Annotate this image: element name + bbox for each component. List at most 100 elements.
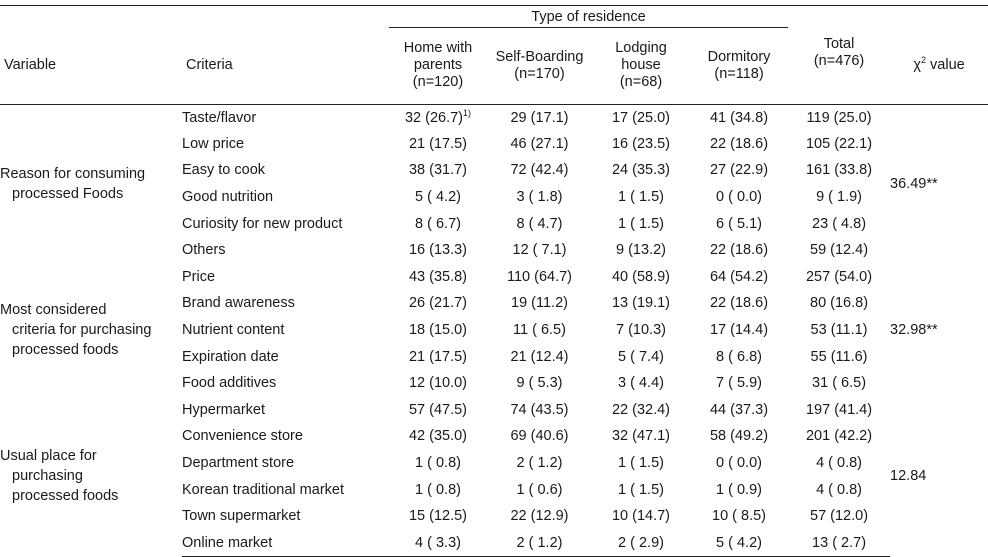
dorm-heading-line1: Dormitory bbox=[707, 48, 771, 65]
total-value: 13 ( 2.7) bbox=[812, 534, 867, 551]
total-value: 201 (42.2) bbox=[805, 428, 873, 445]
total-cell: 57 (12.0) bbox=[788, 503, 890, 530]
criteria-cell: Brand awareness bbox=[182, 295, 295, 312]
lodging-value: 22 (32.4) bbox=[611, 401, 671, 418]
chi-superscript: 2 bbox=[920, 55, 926, 66]
table-row: Usual place for purchasing processed foods… bbox=[0, 397, 988, 504]
footnote-marker: 1) bbox=[463, 107, 472, 118]
self-value: 9 ( 5.3) bbox=[516, 375, 563, 392]
home-cell: 5 ( 4.2) bbox=[389, 184, 487, 211]
self-value: 2 ( 1.2) bbox=[516, 455, 563, 472]
home-value: 21 (17.5) bbox=[408, 135, 468, 152]
dorm-cell: 10 ( 8.5) bbox=[690, 503, 788, 530]
table-row: Department store 1 ( 0.8) 2 ( 1.2) 1 ( 1.5)… bbox=[0, 450, 988, 477]
table-row: Town supermarket 15 (12.5) 22 (12.9) 10 (14… bbox=[0, 503, 988, 530]
dorm-cell: 6 ( 5.1) bbox=[690, 210, 788, 237]
home-heading-n: (n=120) bbox=[412, 74, 464, 91]
total-cell: 161 (33.8) bbox=[788, 157, 890, 184]
self-cell: 2 ( 1.2) bbox=[487, 529, 592, 557]
variable-cell: Reason for consuming processed Foods bbox=[0, 104, 182, 264]
chi-square-heading: χ2 value bbox=[890, 27, 988, 105]
lodging-value: 10 (14.7) bbox=[611, 508, 671, 525]
dorm-value: 7 ( 5.9) bbox=[716, 375, 762, 392]
lodging-cell: 13 (19.1) bbox=[592, 290, 690, 317]
self-value: 2 ( 1.2) bbox=[516, 534, 563, 551]
total-cell: 55 (11.6) bbox=[788, 343, 890, 370]
total-value: 119 (25.0) bbox=[806, 109, 872, 126]
home-value: 26 (21.7) bbox=[408, 295, 468, 312]
dorm-value: 64 (54.2) bbox=[709, 268, 769, 285]
home-cell: 1 ( 0.8) bbox=[389, 450, 487, 477]
home-value: 16 (13.3) bbox=[408, 242, 468, 259]
dorm-value: 8 ( 6.8) bbox=[716, 348, 762, 365]
variable-cell: Usual place for purchasing processed foods bbox=[0, 397, 182, 557]
home-cell: 12 (10.0) bbox=[389, 370, 487, 397]
lodging-value: 32 (47.1) bbox=[611, 428, 671, 445]
total-cell: 201 (42.2) bbox=[788, 423, 890, 450]
total-cell: 31 ( 6.5) bbox=[788, 370, 890, 397]
total-value: 4 ( 0.8) bbox=[816, 481, 862, 498]
dorm-value: 0 ( 0.0) bbox=[716, 189, 762, 206]
self-cell: 3 ( 1.8) bbox=[487, 184, 592, 211]
dorm-value: 5 ( 4.2) bbox=[716, 534, 762, 551]
criteria-cell: Others bbox=[182, 242, 226, 259]
lodging-heading-line2: house bbox=[621, 57, 661, 74]
self-value: 69 (40.6) bbox=[510, 428, 569, 445]
dorm-cell: 22 (18.6) bbox=[690, 290, 788, 317]
self-value: 21 (12.4) bbox=[510, 348, 569, 365]
criteria-cell: Expiration date bbox=[182, 348, 279, 365]
home-cell: 57 (47.5) bbox=[389, 397, 487, 424]
home-cell: 43 (35.8) bbox=[389, 264, 487, 291]
variable-line: criteria for purchasing bbox=[12, 322, 152, 339]
lodging-cell: 32 (47.1) bbox=[592, 423, 690, 450]
total-heading-n: (n=476) bbox=[813, 52, 865, 69]
dorm-value: 17 (14.4) bbox=[709, 322, 769, 339]
home-value: 43 (35.8) bbox=[408, 268, 468, 285]
self-value: 22 (12.9) bbox=[510, 508, 569, 525]
dorm-cell: 44 (37.3) bbox=[690, 397, 788, 424]
lodging-heading-line1: Lodging bbox=[615, 40, 667, 57]
table-row: Others 16 (13.3) 12 ( 7.1) 9 (13.2) 22 (18.6… bbox=[0, 237, 988, 264]
self-cell: 46 (27.1) bbox=[487, 131, 592, 158]
variable-heading: Variable bbox=[0, 27, 182, 105]
criteria-cell: Low price bbox=[182, 135, 245, 152]
dorm-value: 22 (18.6) bbox=[709, 295, 769, 312]
total-cell: 257 (54.0) bbox=[788, 264, 890, 291]
lodging-heading-n: (n=68) bbox=[619, 74, 663, 91]
variable-line: Most considered bbox=[0, 302, 107, 319]
total-value: 23 ( 4.8) bbox=[812, 215, 867, 232]
variable-line: processed foods bbox=[12, 342, 119, 359]
criteria-cell: Taste/flavor bbox=[182, 109, 257, 126]
self-cell: 69 (40.6) bbox=[487, 423, 592, 450]
home-value: 18 (15.0) bbox=[408, 322, 468, 339]
home-value: 8 ( 6.7) bbox=[415, 215, 461, 232]
lodging-value: 40 (58.9) bbox=[611, 268, 671, 285]
dorm-cell: 1 ( 0.9) bbox=[690, 476, 788, 503]
home-cell: 38 (31.7) bbox=[389, 157, 487, 184]
table-row: Curiosity for new product 8 ( 6.7) 8 ( 4.7… bbox=[0, 210, 988, 237]
total-value: 161 (33.8) bbox=[805, 162, 873, 179]
table-row: Food additives 12 (10.0) 9 ( 5.3) 3 ( 4.4) 7… bbox=[0, 370, 988, 397]
self-value: 74 (43.5) bbox=[510, 401, 569, 418]
home-cell: 8 ( 6.7) bbox=[389, 210, 487, 237]
self-cell: 74 (43.5) bbox=[487, 397, 592, 424]
table-row: Easy to cook 38 (31.7) 72 (42.4) 24 (35.3) 2… bbox=[0, 157, 988, 184]
lodging-house-heading: Lodging house (n=68) bbox=[592, 27, 690, 105]
total-value: 9 ( 1.9) bbox=[816, 189, 862, 206]
self-cell: 29 (17.1) bbox=[487, 104, 592, 131]
criteria-cell: Easy to cook bbox=[182, 162, 266, 179]
self-heading-n: (n=170) bbox=[514, 65, 565, 82]
dorm-cell: 8 ( 6.8) bbox=[690, 343, 788, 370]
criteria-cell: Online market bbox=[182, 529, 389, 557]
self-cell: 2 ( 1.2) bbox=[487, 450, 592, 477]
table-header: Type of residence Variable Criteria Home… bbox=[0, 5, 988, 105]
dormitory-heading: Dormitory (n=118) bbox=[690, 27, 789, 105]
total-value: 80 (16.8) bbox=[810, 295, 869, 312]
lodging-cell: 10 (14.7) bbox=[592, 503, 690, 530]
criteria-cell: Price bbox=[182, 268, 216, 285]
dorm-value: 27 (22.9) bbox=[709, 162, 769, 179]
dorm-cell: 41 (34.8) bbox=[690, 104, 788, 131]
total-value: 105 (22.1) bbox=[805, 135, 873, 152]
criteria-cell: Nutrient content bbox=[182, 322, 285, 339]
